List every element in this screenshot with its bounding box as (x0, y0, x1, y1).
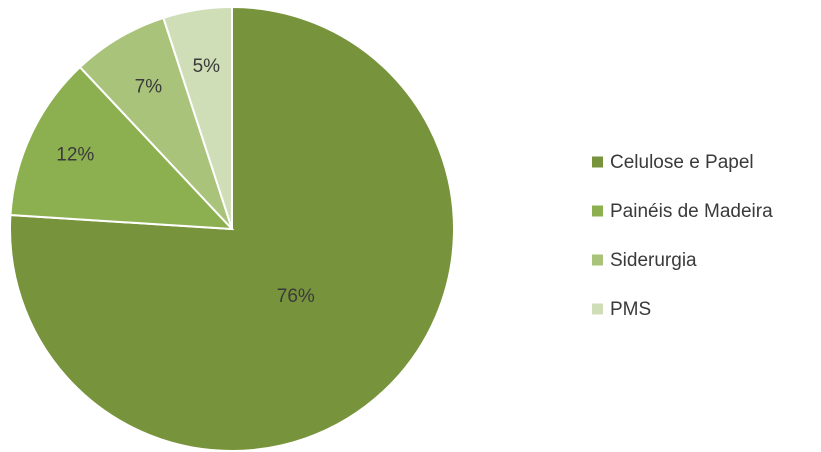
legend-swatch (592, 254, 603, 266)
slice-data-label: 76% (277, 286, 315, 307)
slice-data-label: 12% (56, 144, 94, 165)
slice-data-label: 5% (193, 56, 221, 77)
legend-label: Painéis de Madeira (610, 201, 773, 222)
pie-slices (9, 5, 455, 452)
legend-label: PMS (610, 299, 651, 320)
pie-slice-4 (162, 5, 233, 230)
legend: Celulose e Papel Painéis de Madeira Sideru… (592, 152, 773, 320)
slice-data-label: 7% (135, 77, 163, 98)
pie-slice-labels: 76% 12% 7% 5% (56, 56, 315, 307)
legend-swatch (592, 205, 603, 217)
legend-swatch (592, 156, 603, 168)
pie-slice-1 (9, 5, 455, 452)
legend-label: Siderurgia (610, 250, 697, 271)
pie-slice-2 (9, 65, 235, 231)
legend-label: Celulose e Papel (610, 152, 754, 173)
legend-swatch (592, 303, 603, 315)
